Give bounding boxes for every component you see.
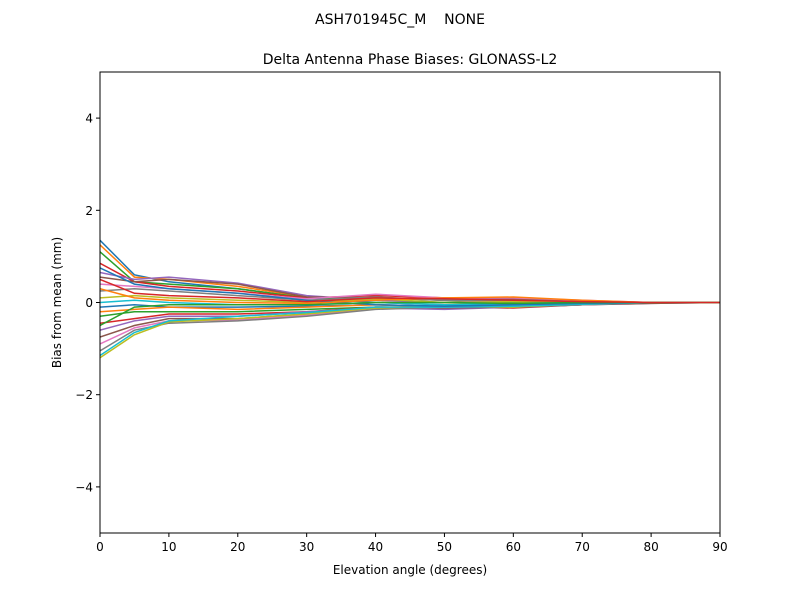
series-line-1 <box>100 239 720 306</box>
x-axis-label: Elevation angle (degrees) <box>333 563 487 577</box>
x-tick-label: 70 <box>575 540 590 554</box>
x-tick-label: 10 <box>161 540 176 554</box>
x-tick-label: 30 <box>299 540 314 554</box>
x-tick-label: 20 <box>230 540 245 554</box>
series-line-3 <box>100 251 720 304</box>
x-tick-label: 60 <box>506 540 521 554</box>
series-line-18 <box>100 301 720 352</box>
x-tick-label: 40 <box>368 540 383 554</box>
y-tick-label: 2 <box>85 204 93 218</box>
x-tick-label: 90 <box>712 540 727 554</box>
y-axis-label: Bias from mean (mm) <box>50 237 64 368</box>
series-line-19 <box>100 301 720 359</box>
series-line-20 <box>100 301 720 357</box>
y-tick-label: −2 <box>75 388 93 402</box>
x-tick-label: 0 <box>96 540 104 554</box>
y-tick-label: 0 <box>85 296 93 310</box>
chart-suptitle: ASH701945C_M NONE <box>315 12 485 28</box>
chart-title: Delta Antenna Phase Biases: GLONASS-L2 <box>263 52 558 68</box>
series-lines <box>100 239 720 359</box>
plot-frame <box>99 71 721 534</box>
series-line-24 <box>100 278 720 304</box>
x-tick-label: 80 <box>643 540 658 554</box>
x-tick-label: 50 <box>437 540 452 554</box>
y-tick-label: −4 <box>75 480 93 494</box>
y-tick-label: 4 <box>85 112 93 126</box>
axis-ticks: 0 10 20 30 40 50 60 70 80 90 −4 −2 0 2 4 <box>75 112 727 554</box>
series-line-22 <box>100 287 720 305</box>
